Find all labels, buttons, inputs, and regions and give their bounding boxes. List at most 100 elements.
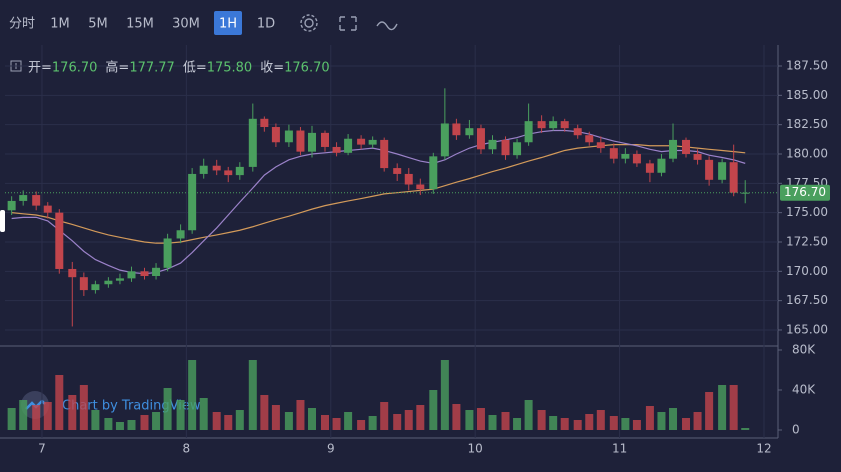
candle-body: [248, 118, 257, 167]
candle-body: [488, 139, 497, 150]
settings-icon[interactable]: [304, 18, 314, 28]
interval-button[interactable]: 1D: [257, 17, 275, 32]
volume-bar: [212, 412, 221, 430]
candle-body: [344, 138, 353, 153]
volume-bar: [188, 360, 197, 430]
candle-body: [19, 195, 28, 201]
interval-button[interactable]: 15M: [126, 17, 154, 32]
candle-body: [296, 130, 305, 152]
candle-body: [332, 146, 341, 153]
volume-bar: [79, 385, 88, 430]
volume-bar: [308, 408, 317, 430]
ohlc-value: 177.77: [129, 61, 175, 76]
volume-bar: [416, 405, 425, 430]
y-tick-label: 180.00: [786, 146, 828, 160]
candle-body: [669, 139, 678, 159]
candle-body: [537, 121, 546, 129]
x-tick-label: 12: [756, 442, 771, 456]
volume-bar: [657, 412, 666, 430]
volume-bar: [705, 392, 714, 430]
volume-bar: [284, 412, 293, 430]
toolbar-icons: [300, 14, 398, 32]
candle-body: [32, 195, 41, 206]
candle-body: [741, 192, 750, 194]
candle-body: [416, 184, 425, 190]
x-tick-label: 8: [183, 442, 191, 456]
candle-body: [115, 278, 124, 281]
volume-bar: [368, 416, 377, 430]
ohlc-value: 176.70: [52, 61, 98, 76]
interval-button[interactable]: 1M: [50, 17, 70, 32]
candle-body: [524, 121, 533, 143]
volume-bar: [248, 360, 257, 430]
candle-body: [152, 267, 161, 277]
candle-body: [176, 230, 185, 239]
volume-bar: [440, 360, 449, 430]
volume-bar: [513, 418, 522, 430]
candle-body: [104, 280, 113, 285]
volume-bar: [127, 420, 136, 430]
ohlc-label: 低=: [183, 61, 207, 76]
volume-bar: [104, 418, 113, 430]
volume-bar: [537, 410, 546, 430]
y-tick-label: 182.50: [786, 117, 828, 131]
interval-button[interactable]: 30M: [172, 17, 200, 32]
candle-body: [7, 200, 16, 211]
volume-bar: [693, 412, 702, 430]
volume-bar: [271, 405, 280, 430]
candle-body: [465, 128, 474, 136]
volume-bar: [7, 408, 16, 430]
volume-bar: [645, 406, 654, 430]
volume-bar: [91, 410, 100, 430]
volume-bar: [199, 398, 208, 430]
volume-bar: [621, 418, 630, 430]
candle-body: [718, 162, 727, 180]
interval-button[interactable]: 1H: [219, 17, 237, 32]
volume-bar: [404, 410, 413, 430]
volume-bar: [344, 412, 353, 430]
candle-body: [127, 271, 136, 279]
volume-bar: [321, 415, 330, 430]
candle-body: [260, 118, 269, 128]
volume-bar: [176, 400, 185, 430]
y-tick-label: 185.00: [786, 88, 828, 102]
ohlc-label: 开=: [28, 61, 52, 76]
volume-bar: [260, 395, 269, 430]
indicator-icon[interactable]: [376, 21, 398, 31]
volume-bar: [452, 404, 461, 430]
last-price-label: 176.70: [784, 185, 826, 199]
candle-body: [368, 139, 377, 145]
volume-bar: [357, 420, 366, 430]
volume-bar: [549, 416, 558, 430]
interval-button[interactable]: 5M: [88, 17, 108, 32]
volume-bar: [140, 415, 149, 430]
interval-active-bg: [214, 11, 242, 35]
interval-button[interactable]: 分时: [9, 17, 35, 32]
volume-tick-label: 80K: [792, 343, 816, 357]
volume-bar: [429, 390, 438, 430]
candle-body: [682, 139, 691, 154]
side-tab[interactable]: [0, 210, 5, 232]
candle-body: [585, 135, 594, 143]
candle-body: [632, 153, 641, 164]
volume-bar: [393, 414, 402, 430]
volume-bar: [729, 385, 738, 430]
volume-bar: [718, 385, 727, 430]
candle-body: [357, 138, 366, 145]
candle-body: [91, 284, 100, 291]
candle-body: [308, 132, 317, 152]
candle-body: [43, 205, 52, 213]
volume-bar: [632, 420, 641, 430]
y-tick-label: 165.00: [786, 322, 828, 336]
volume-bar: [476, 408, 485, 430]
candle-body: [501, 139, 510, 156]
candle-body: [380, 139, 389, 169]
candle-body: [55, 212, 64, 269]
fullscreen-icon[interactable]: [339, 16, 357, 31]
candle-body: [188, 173, 197, 231]
volume-bar: [380, 402, 389, 430]
candle-body: [212, 165, 221, 171]
x-tick-label: 7: [38, 442, 46, 456]
candle-body: [452, 123, 461, 136]
y-tick-label: 187.50: [786, 59, 828, 73]
